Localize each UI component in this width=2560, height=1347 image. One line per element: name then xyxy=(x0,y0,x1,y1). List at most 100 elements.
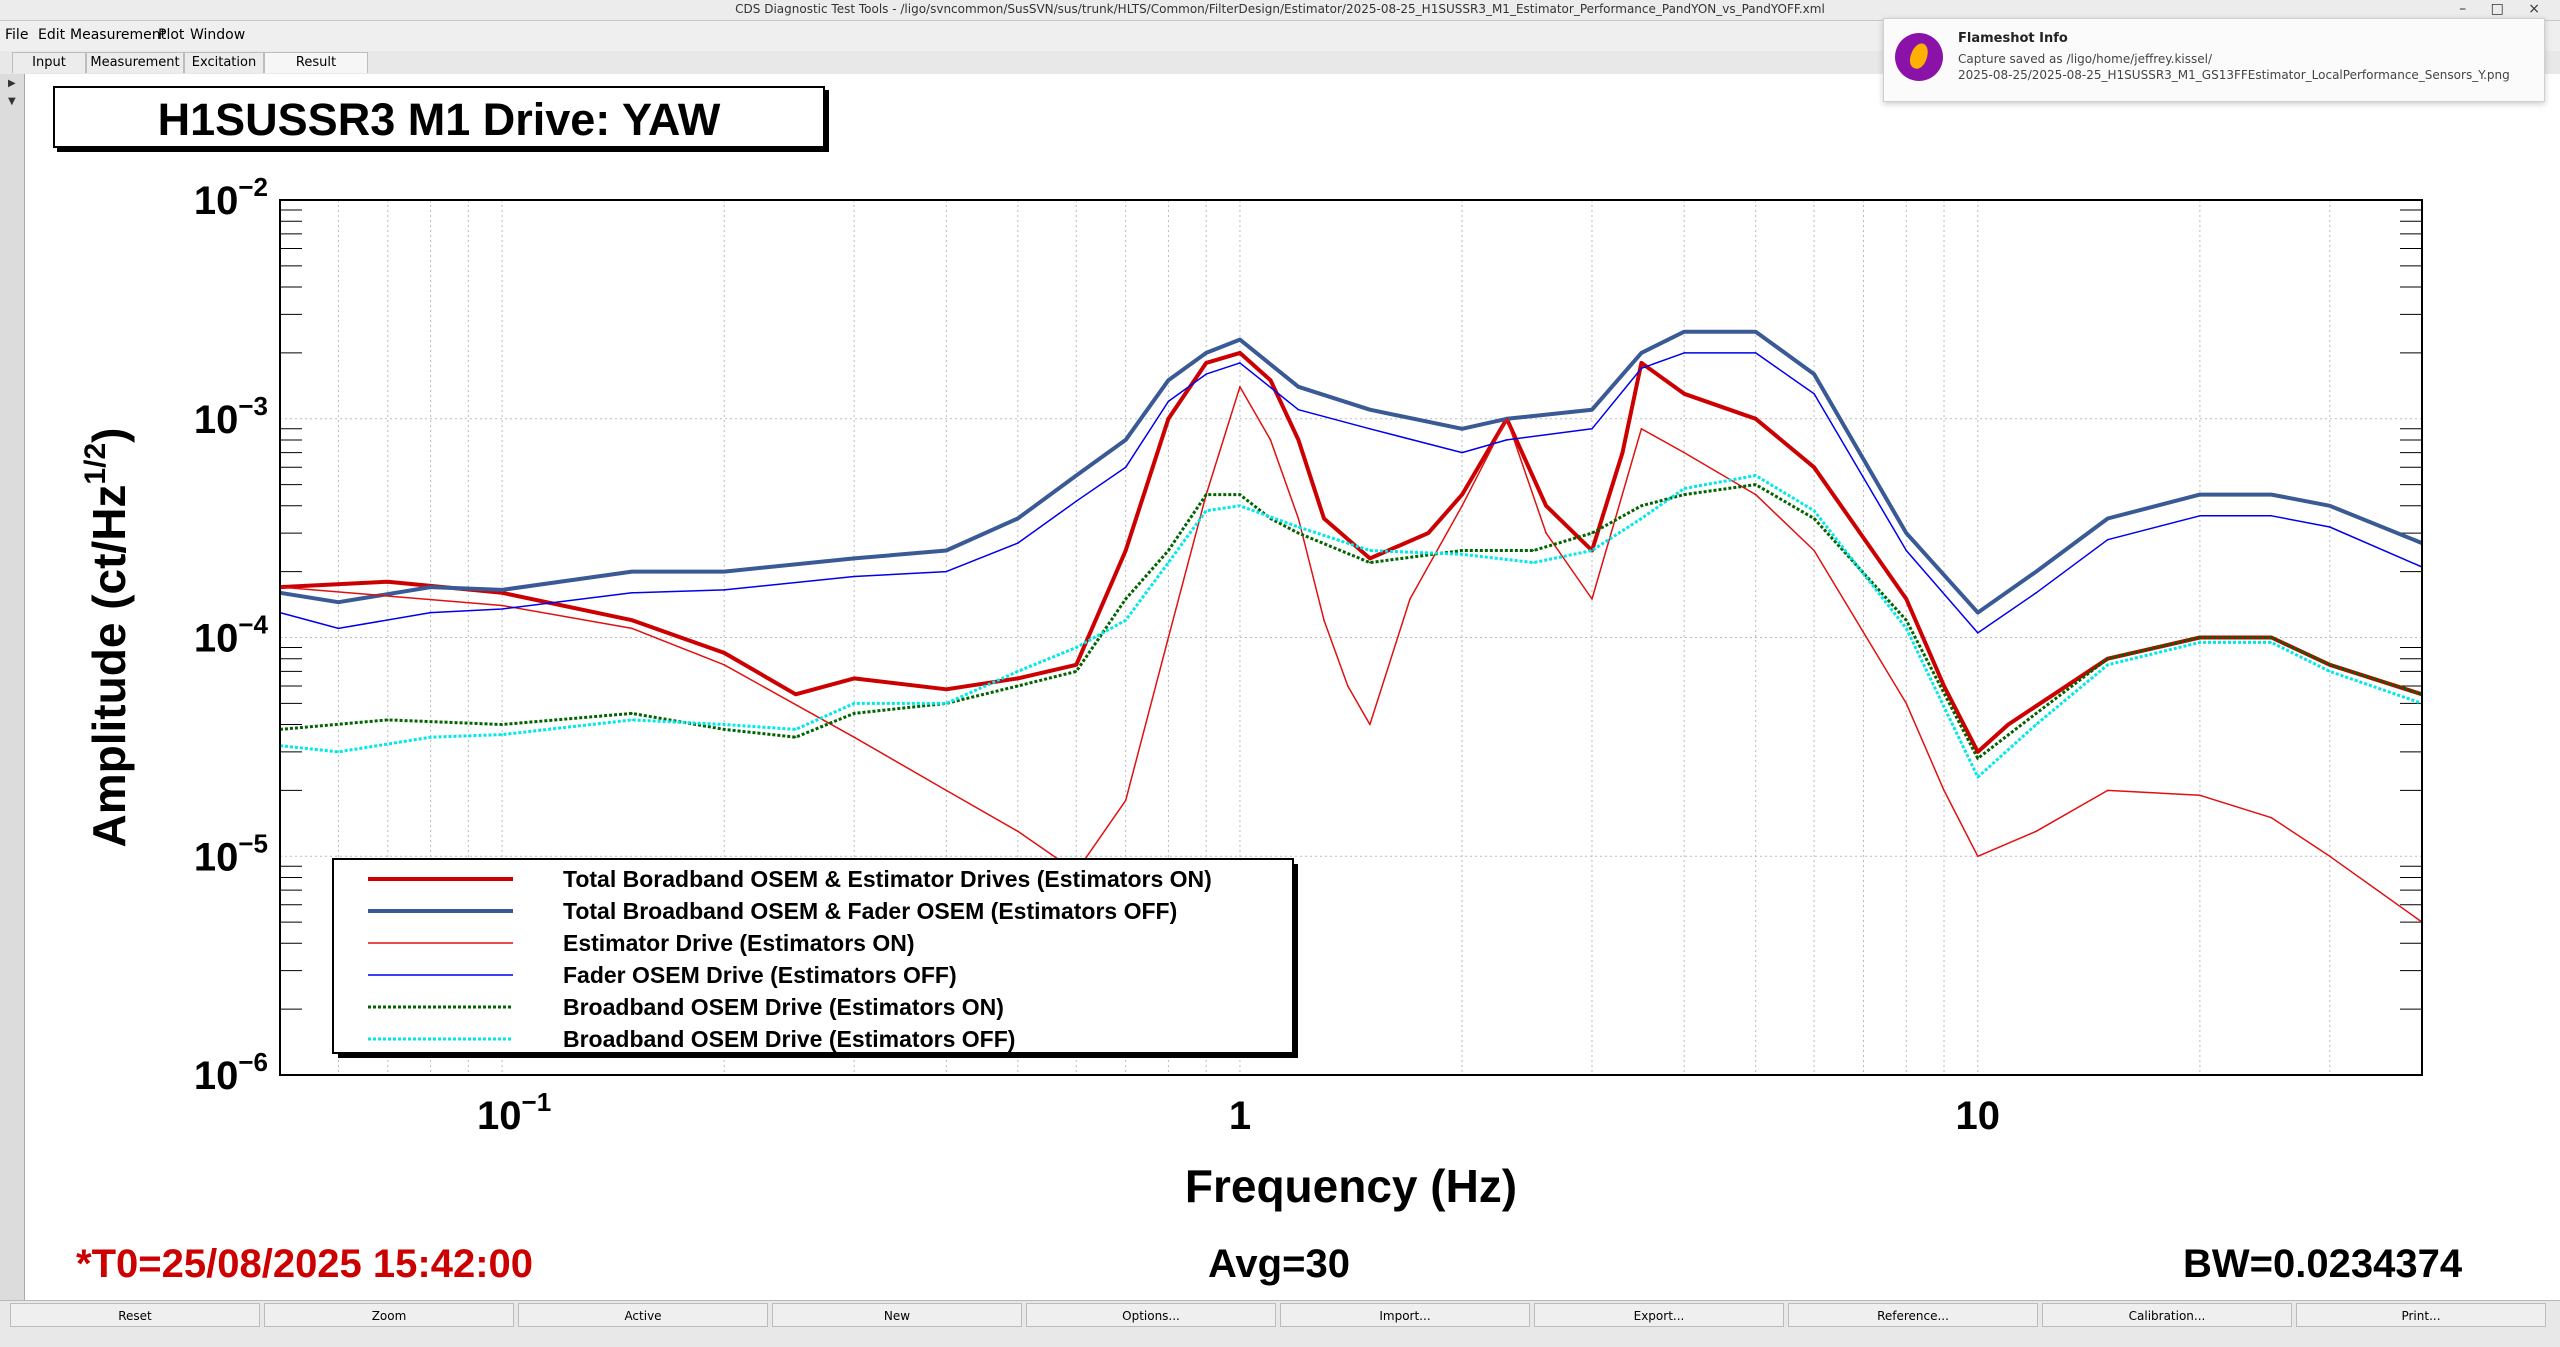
data-point xyxy=(2035,830,2037,833)
data-point xyxy=(1754,352,1757,354)
data-point xyxy=(1754,474,1757,477)
data-point xyxy=(1075,670,1078,673)
active-button[interactable]: Active xyxy=(518,1303,768,1327)
data-point xyxy=(1683,487,1685,490)
data-point xyxy=(1905,549,1908,552)
chart-svg[interactable]: 10−2 10−3 10−4 10−5 10−6 10−1 1 10 Frequency (Hz… xyxy=(25,74,2560,1300)
arrow-down-icon[interactable]: ▼ xyxy=(8,96,16,107)
data-point xyxy=(945,702,948,705)
notification-line2: 2025-08-25/2025-08-25_H1SUSSR3_M1_GS13FF… xyxy=(1958,68,2510,82)
tab-measurement[interactable]: Measurement xyxy=(86,52,184,73)
new-button[interactable]: New xyxy=(772,1303,1022,1327)
menu-plot[interactable]: Plot xyxy=(158,27,185,43)
data-point xyxy=(1506,418,1508,420)
menu-window[interactable]: Window xyxy=(190,27,246,43)
data-point xyxy=(1813,509,1815,512)
menu-file[interactable]: File xyxy=(5,27,29,43)
data-point xyxy=(723,664,725,666)
data-point xyxy=(853,736,855,738)
data-point xyxy=(1205,362,1207,364)
options-button[interactable]: Options... xyxy=(1026,1303,1276,1327)
calibration-button[interactable]: Calibration... xyxy=(2042,1303,2292,1327)
data-point xyxy=(1532,561,1535,564)
data-point xyxy=(2199,636,2201,639)
data-point xyxy=(1017,542,1019,544)
data-point xyxy=(1075,646,1078,649)
data-point xyxy=(1591,428,1593,430)
data-point xyxy=(1461,553,1463,556)
data-point xyxy=(2199,493,2201,496)
data-point xyxy=(2270,636,2273,639)
flameshot-notification[interactable]: Flameshot Info Capture saved as /ligo/ho… xyxy=(1883,18,2545,102)
data-point xyxy=(1369,408,1371,411)
data-point xyxy=(1205,373,1207,375)
data-point xyxy=(1591,408,1593,411)
data-point xyxy=(501,589,503,591)
tab-bar: Input Measurement Excitation Result xyxy=(0,52,2560,74)
data-point xyxy=(1167,636,1170,639)
data-point xyxy=(2106,538,2109,541)
data-point xyxy=(1461,549,1463,552)
menu-measurement[interactable]: Measurement xyxy=(70,27,167,43)
data-point xyxy=(1813,466,1815,469)
data-point xyxy=(1754,330,1757,333)
data-point xyxy=(1905,619,1908,621)
data-point xyxy=(1506,439,1508,441)
data-point xyxy=(1017,685,1019,687)
data-point xyxy=(429,611,432,614)
data-point xyxy=(1297,517,1300,520)
data-point xyxy=(723,589,725,591)
data-point xyxy=(1297,408,1300,411)
arrow-right-icon[interactable]: ▶ xyxy=(8,78,16,89)
data-point xyxy=(1977,757,1979,760)
data-point xyxy=(1167,561,1170,564)
y-tick-label: 10−6 xyxy=(194,1047,268,1098)
plot-title-box: H1SUSSR3 M1 Drive: YAW xyxy=(53,86,825,148)
tab-result[interactable]: Result xyxy=(264,52,368,73)
data-point xyxy=(1297,439,1300,441)
data-point xyxy=(1409,598,1411,600)
data-point xyxy=(2329,670,2331,673)
export-button[interactable]: Export... xyxy=(1534,1303,1784,1327)
data-point xyxy=(1369,428,1371,430)
data-point xyxy=(2007,723,2010,726)
menu-edit[interactable]: Edit xyxy=(38,27,66,43)
data-point xyxy=(1754,483,1757,486)
data-point xyxy=(2329,505,2331,507)
data-point xyxy=(1124,466,1127,469)
data-point xyxy=(1813,517,1815,520)
data-point xyxy=(501,592,503,594)
print-button[interactable]: Print... xyxy=(2296,1303,2546,1327)
y-tick-label: 10−2 xyxy=(194,172,268,223)
reset-button[interactable]: Reset xyxy=(10,1303,260,1327)
data-point xyxy=(2270,641,2273,644)
data-point xyxy=(1813,393,1815,395)
data-point xyxy=(1124,619,1127,621)
data-point xyxy=(1323,619,1325,621)
plot-scrollbar[interactable]: ▶ ▼ xyxy=(0,74,25,1300)
import-button[interactable]: Import... xyxy=(1280,1303,1530,1327)
data-point xyxy=(2106,789,2109,792)
data-point xyxy=(1943,685,1945,687)
data-point xyxy=(2199,515,2201,517)
data-point xyxy=(1075,664,1078,666)
legend-entry-5: Broadband OSEM Drive (Estimators ON) xyxy=(563,994,1004,1020)
data-point xyxy=(1017,677,1019,680)
data-point xyxy=(1640,352,1643,354)
zoom-button[interactable]: Zoom xyxy=(264,1303,514,1327)
data-point xyxy=(631,712,633,715)
data-point xyxy=(1239,505,1241,507)
data-point xyxy=(945,549,948,552)
data-point xyxy=(2035,712,2037,715)
reference-button[interactable]: Reference... xyxy=(1788,1303,2038,1327)
plot-title: H1SUSSR3 M1 Drive: YAW xyxy=(157,94,721,145)
data-point xyxy=(337,601,340,603)
window-controls[interactable]: – □ × xyxy=(2459,1,2550,17)
tab-input[interactable]: Input xyxy=(12,52,86,73)
legend-entry-3: Estimator Drive (Estimators ON) xyxy=(563,930,914,956)
data-point xyxy=(1461,493,1463,496)
y-tick-label: 10−3 xyxy=(194,391,268,442)
tab-excitation[interactable]: Excitation xyxy=(184,52,264,73)
legend-box xyxy=(332,858,1294,1054)
data-point xyxy=(723,723,725,726)
